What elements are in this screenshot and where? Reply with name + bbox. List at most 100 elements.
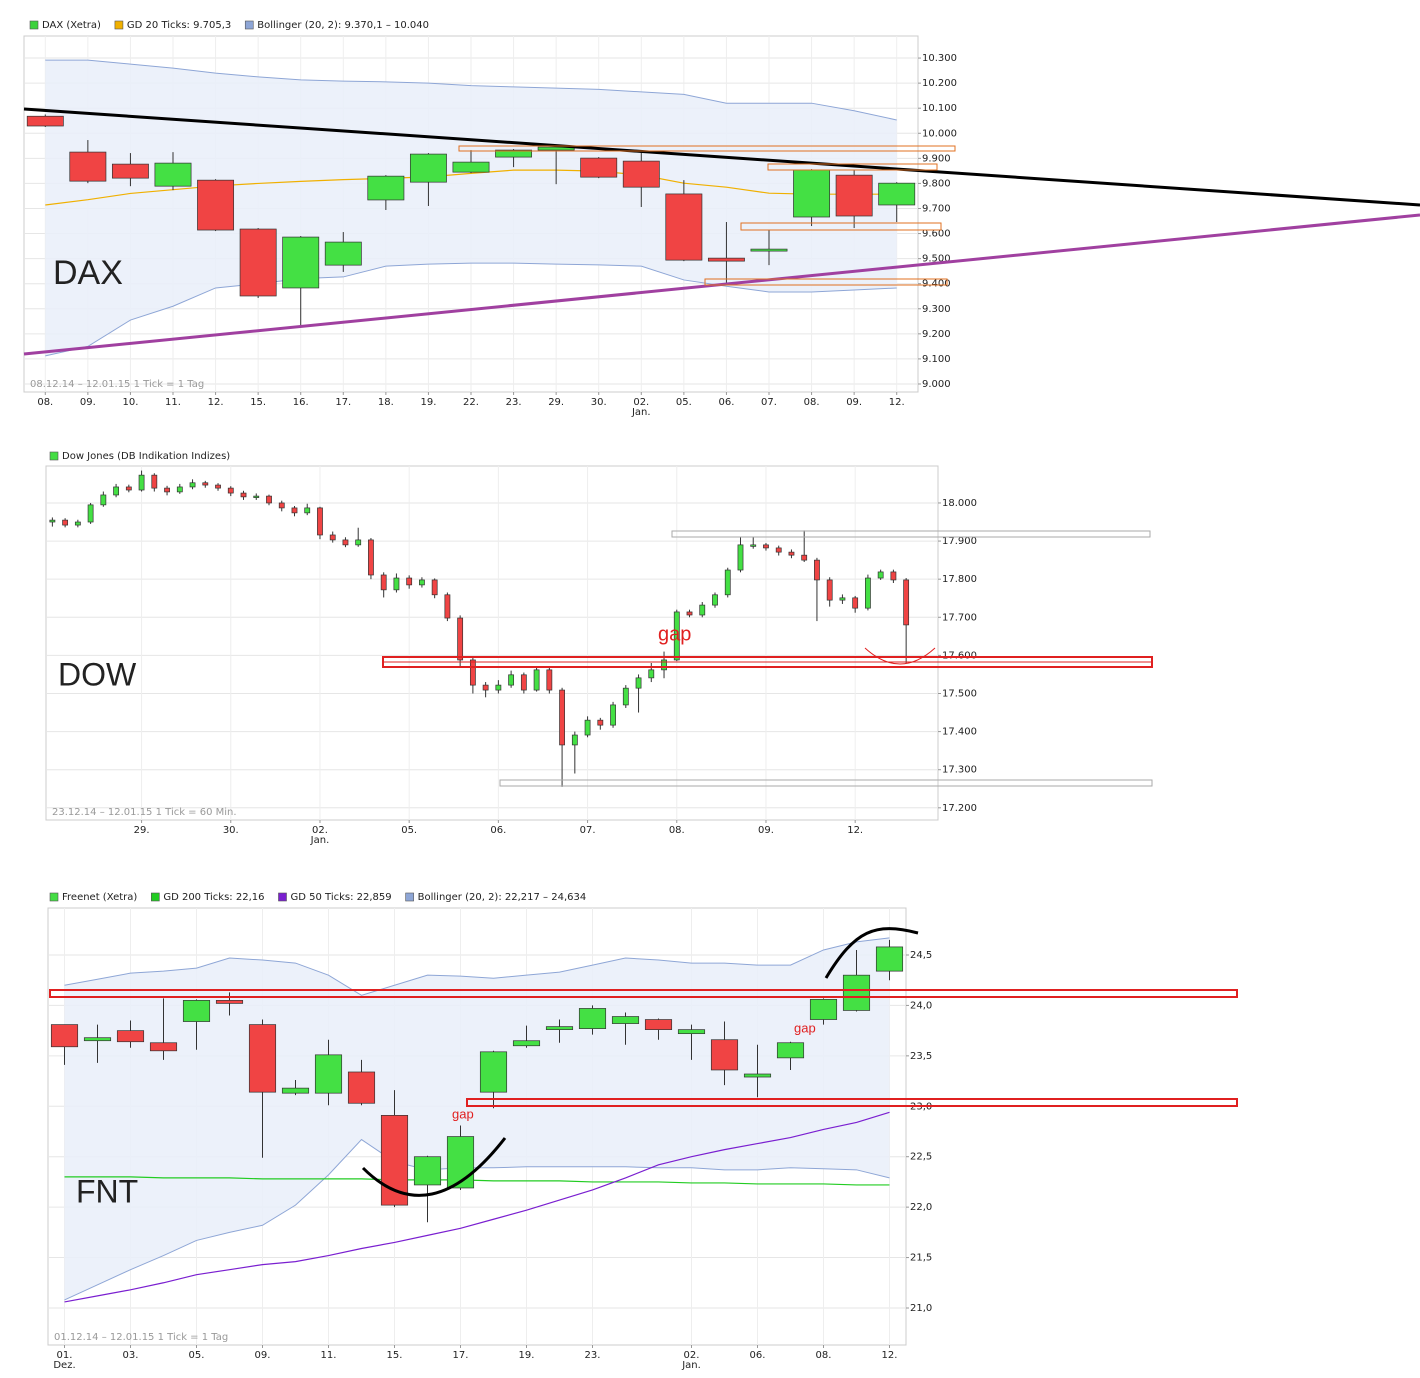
candle-body — [533, 669, 540, 691]
x-tick-label: 06. — [490, 825, 506, 836]
candle-body — [409, 153, 447, 183]
y-tick-label: 21,5 — [910, 1253, 932, 1264]
y-tick-label: 23,5 — [910, 1051, 932, 1062]
candle-body — [469, 659, 476, 686]
y-tick-label: 9.200 — [922, 329, 951, 340]
y-tick-label: 22,5 — [910, 1152, 932, 1163]
candle-body — [644, 1019, 673, 1030]
candle-body — [240, 492, 247, 498]
curve — [361, 1137, 507, 1197]
candle-body — [419, 579, 425, 586]
average-line — [45, 169, 897, 206]
x-tick-label: 18. — [378, 397, 394, 408]
legend-label: Bollinger (20, 2): 9.370,1 – 10.040 — [257, 20, 429, 31]
legend-label: GD 50 Ticks: 22,859 — [290, 892, 391, 903]
x-tick-label: 07. — [580, 825, 596, 836]
x-tick-label: 12. — [847, 825, 863, 836]
y-tick-label: 24,0 — [910, 1000, 932, 1011]
candle-body — [903, 579, 910, 626]
legend-label: DAX (Xetra) — [42, 20, 101, 31]
candle-body — [865, 577, 871, 609]
candle-body — [835, 174, 873, 217]
candle-body — [597, 719, 604, 726]
y-tick-label: 17.200 — [942, 803, 977, 814]
zone — [466, 1098, 1238, 1107]
y-tick-label: 9.000 — [922, 379, 951, 390]
candle-body — [495, 684, 502, 691]
legend-swatch — [49, 451, 59, 461]
candle-body — [788, 551, 795, 556]
candle-body — [482, 684, 489, 691]
candle-body — [578, 1008, 607, 1029]
candle-body — [62, 519, 69, 526]
candle-body — [317, 507, 323, 536]
candle-body — [413, 1156, 442, 1186]
candle-body — [347, 1071, 376, 1104]
legend-label: GD 20 Ticks: 9.705,3 — [127, 20, 231, 31]
candle-body — [686, 611, 693, 616]
candle-body — [610, 704, 616, 726]
x-tick-label: 05. — [676, 397, 692, 408]
y-tick-label: 9.500 — [922, 254, 951, 265]
candle-body — [520, 674, 527, 691]
legend-label: Freenet (Xetra) — [62, 892, 137, 903]
x-tick-label: 06. — [750, 1350, 766, 1361]
candle-body — [545, 1026, 574, 1030]
candle-body — [546, 669, 553, 691]
annotation: gap — [658, 623, 691, 645]
x-tick-label: 17. — [335, 397, 351, 408]
candle-body — [282, 236, 320, 289]
candle-body — [113, 486, 119, 496]
annotation: gap — [794, 1020, 816, 1035]
x-tick-label: 05. — [189, 1350, 205, 1361]
x-tick-label: 19. — [519, 1350, 535, 1361]
candle-body — [50, 1024, 79, 1048]
x-tick-label: 29. — [548, 397, 564, 408]
y-tick-label: 9.900 — [922, 153, 951, 164]
x-tick-label: 10. — [122, 397, 138, 408]
candle-body — [508, 674, 515, 686]
candle-body — [673, 611, 680, 661]
candle-body — [253, 495, 260, 498]
candle-body — [69, 151, 107, 182]
candle-body — [877, 571, 884, 579]
x-tick-label: 01. — [57, 1350, 73, 1361]
month-label: Jan. — [631, 407, 651, 418]
candle-body — [457, 617, 464, 661]
legend-swatch — [151, 892, 160, 902]
candle-body — [164, 487, 170, 493]
annotation: FNT — [76, 1173, 138, 1209]
x-tick-label: 12. — [889, 397, 905, 408]
y-tick-label: 9.600 — [922, 229, 951, 240]
footer: 23.12.14 – 12.01.15 1 Tick = 60 Min. — [52, 807, 237, 818]
candle-body — [776, 1042, 805, 1059]
candle-body — [278, 502, 285, 509]
x-tick-label: 19. — [420, 397, 436, 408]
candle-body — [814, 559, 820, 581]
x-tick-label: 29. — [134, 825, 150, 836]
candle-body — [665, 193, 703, 261]
x-tick-label: 15. — [387, 1350, 403, 1361]
y-tick-label: 10.000 — [922, 128, 957, 139]
zone — [740, 222, 942, 231]
candle-body — [151, 474, 158, 489]
chart-layer: 9.000 9.100 9.200 9.300 9.400 9.500 9.600 9.700… — [23, 20, 977, 1371]
curve — [824, 927, 919, 979]
candle-body — [839, 597, 846, 601]
candle-body — [809, 999, 838, 1020]
x-tick-label: 23. — [585, 1350, 601, 1361]
x-tick-label: 08. — [816, 1350, 832, 1361]
candle-body — [743, 1073, 772, 1078]
candle-body — [202, 482, 209, 486]
y-tick-label: 18.000 — [942, 498, 977, 509]
y-tick-label: 22,0 — [910, 1202, 932, 1213]
candle-body — [149, 1042, 178, 1052]
footer: 01.12.14 – 12.01.15 1 Tick = 1 Tag — [54, 1332, 228, 1343]
y-tick-label: 17.500 — [942, 688, 977, 699]
legend-swatch — [29, 20, 39, 30]
y-tick-label: 21,0 — [910, 1303, 932, 1314]
x-tick-label: 30. — [223, 825, 239, 836]
candle-body — [355, 539, 362, 546]
zone — [49, 989, 1238, 998]
